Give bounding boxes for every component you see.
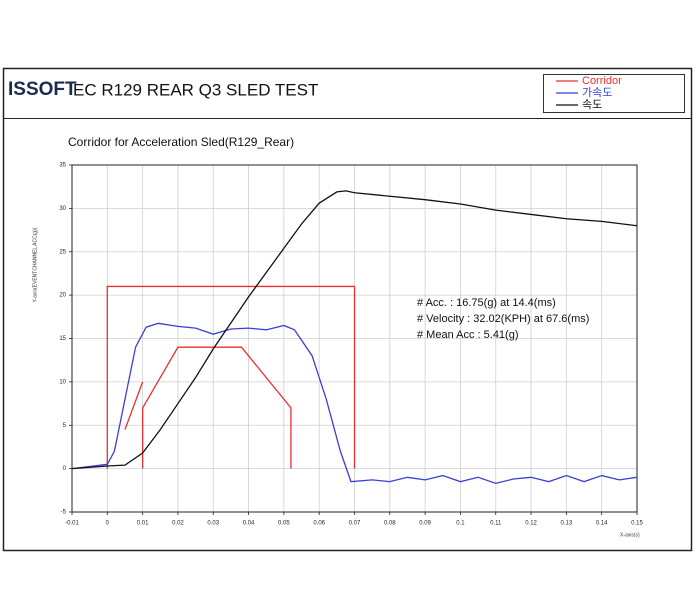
y-tick-label: 5 bbox=[63, 423, 67, 429]
legend-label: 속도 bbox=[582, 98, 602, 111]
annotation: # Acc. : 16.75(g) at 14.4(ms) bbox=[417, 297, 556, 309]
x-tick-label: 0.01 bbox=[137, 521, 149, 527]
page-title: EC R129 REAR Q3 SLED TEST bbox=[73, 80, 318, 99]
annotation: # Mean Acc : 5.41(g) bbox=[417, 329, 519, 341]
y-axis-label: Y-axis(EVENTCHANNEL ACC(g)) bbox=[32, 227, 38, 302]
y-tick-label: 15 bbox=[59, 336, 66, 342]
y-tick-label: 30 bbox=[59, 206, 66, 212]
logo: ISSOFT bbox=[8, 79, 77, 100]
x-tick-label: 0.1 bbox=[456, 521, 465, 527]
x-tick-label: 0.06 bbox=[313, 521, 325, 527]
y-tick-label: 0 bbox=[63, 466, 67, 472]
x-tick-label: 0.11 bbox=[490, 521, 502, 527]
x-tick-label: -0.01 bbox=[65, 521, 79, 527]
x-tick-label: 0.02 bbox=[172, 521, 184, 527]
y-tick-label: 20 bbox=[59, 293, 66, 299]
x-tick-label: 0.04 bbox=[243, 521, 255, 527]
x-axis-label: X-axis(s) bbox=[620, 532, 640, 538]
x-tick-label: 0.07 bbox=[349, 521, 361, 527]
series-line bbox=[71, 190, 638, 470]
y-tick-label: 10 bbox=[59, 379, 66, 385]
plot-border bbox=[71, 164, 638, 513]
y-tick-label: 25 bbox=[59, 249, 66, 255]
x-tick-label: 0.12 bbox=[525, 521, 537, 527]
frame bbox=[2, 67, 693, 552]
x-tick-label: 0.13 bbox=[561, 521, 573, 527]
legend-label: 가속도 bbox=[582, 86, 612, 99]
x-tick-label: 0.09 bbox=[419, 521, 431, 527]
x-tick-label: 0.03 bbox=[207, 521, 219, 527]
series-line bbox=[106, 285, 356, 469]
x-tick-label: 0.08 bbox=[384, 521, 396, 527]
annotation: # Velocity : 32.02(KPH) at 67.6(ms) bbox=[417, 313, 589, 325]
x-tick-label: 0.14 bbox=[596, 521, 608, 527]
y-tick-label: 35 bbox=[59, 163, 66, 169]
y-tick-label: -5 bbox=[61, 510, 67, 516]
legend-label: Corridor bbox=[582, 75, 622, 87]
x-tick-label: 0 bbox=[106, 521, 110, 527]
chart-title: Corridor for Acceleration Sled(R129_Rear… bbox=[68, 135, 294, 149]
x-tick-label: 0.05 bbox=[278, 521, 290, 527]
series-line bbox=[71, 322, 638, 485]
x-tick-label: 0.15 bbox=[631, 521, 643, 527]
